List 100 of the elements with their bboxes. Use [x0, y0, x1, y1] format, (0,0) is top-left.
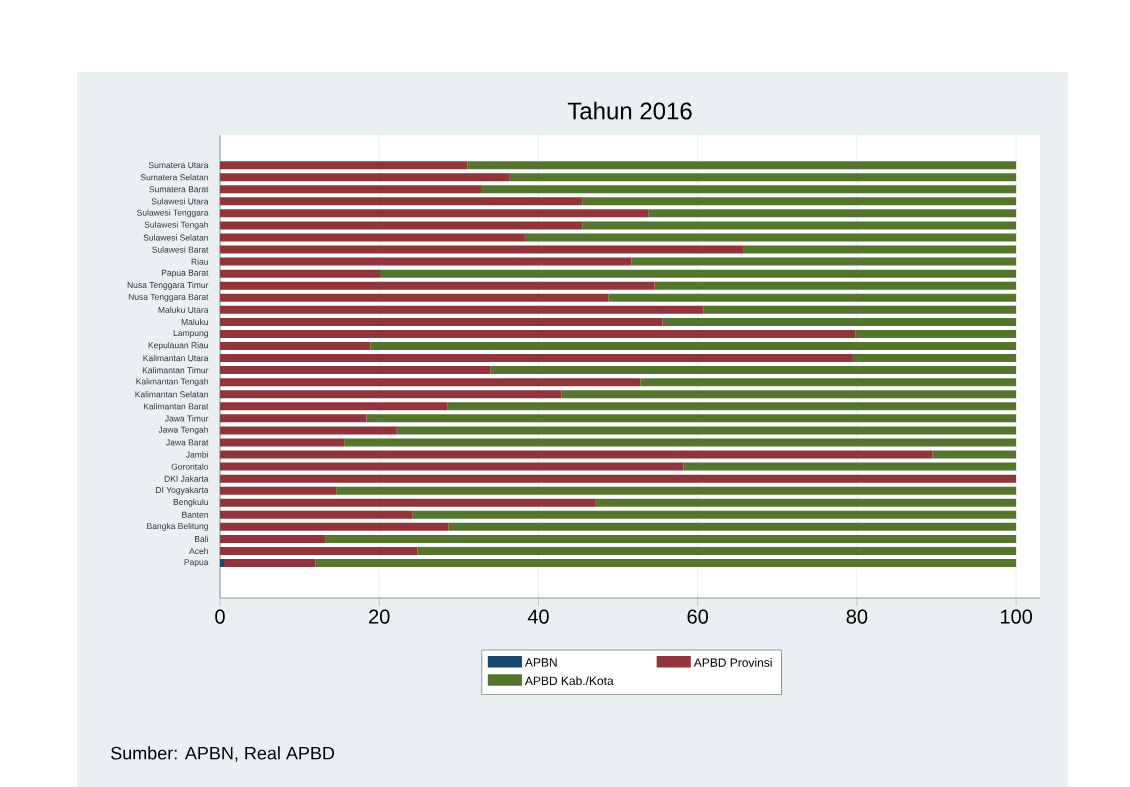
bar — [220, 462, 684, 471]
y-tick-label: Maluku Utara — [158, 306, 209, 313]
bar — [220, 450, 933, 459]
bar — [855, 329, 1017, 338]
legend-label: APBD Provinsi — [693, 658, 772, 667]
bar — [417, 546, 1017, 555]
bar — [220, 438, 345, 447]
bar — [220, 185, 482, 194]
bar — [220, 329, 856, 338]
bar — [582, 197, 1017, 206]
y-tick-label: Jawa Barat — [166, 439, 209, 446]
x-tick-label: 0 — [215, 609, 225, 624]
chart-title: Tahun 2016 — [567, 101, 692, 120]
bar — [448, 522, 1017, 531]
bar — [220, 354, 853, 363]
bar — [220, 498, 596, 507]
bar — [220, 257, 632, 266]
bar — [366, 414, 1017, 423]
bar — [220, 474, 1017, 483]
bar — [631, 257, 1017, 266]
y-tick-label: Sulawesi Tengah — [144, 221, 208, 230]
bar — [380, 269, 1017, 278]
legend-label: APBD Kab./Kota — [524, 676, 614, 686]
bar — [743, 245, 1017, 254]
bar — [220, 426, 397, 435]
bar — [220, 317, 663, 326]
bar — [481, 185, 1017, 194]
bar — [344, 438, 1017, 447]
y-tick-label: DKI Jakarta — [164, 475, 209, 482]
y-tick-label: Maluku — [181, 318, 208, 325]
bar — [220, 342, 371, 350]
y-tick-label: Sumatera Utara — [148, 162, 209, 169]
y-tick-label: Sulawesi Utara — [151, 198, 209, 205]
bar — [220, 293, 609, 302]
y-tick-label: Kalimantan Utara — [143, 354, 209, 362]
x-tick-label: 20 — [369, 609, 390, 624]
bar — [220, 366, 491, 375]
x-tick-label: 60 — [687, 609, 709, 624]
bar — [654, 281, 1017, 290]
bar — [220, 546, 418, 555]
y-tick-label: Sulawesi Barat — [152, 246, 209, 253]
x-tick-label: 100 — [1000, 609, 1033, 624]
x-tick-label: 40 — [527, 609, 549, 624]
y-tick-label: Kalimantan Timur — [142, 366, 209, 374]
bar — [220, 281, 655, 290]
x-tick-label: 80 — [846, 609, 868, 624]
bar — [640, 378, 1017, 387]
bar — [220, 245, 744, 254]
y-tick-label: Kalimantan Tengah — [136, 378, 208, 387]
bar — [683, 462, 1017, 471]
y-tick-label: Aceh — [189, 547, 208, 555]
y-tick-label: Nusa Tenggara Barat — [128, 293, 209, 302]
text: Sumber: APBN, Real APBD — [111, 746, 335, 762]
bar — [220, 414, 367, 423]
bar — [582, 221, 1017, 230]
y-tick-label: Riau — [191, 258, 208, 265]
y-tick-label: Sumatera Selatan — [140, 174, 208, 181]
bar — [396, 426, 1017, 435]
bar — [220, 221, 583, 230]
bar — [561, 390, 1017, 399]
y-tick-label: Bangka Belitung — [147, 522, 208, 531]
bar — [220, 522, 449, 531]
bar — [370, 342, 1017, 350]
bar — [662, 317, 1017, 326]
bar — [608, 293, 1017, 302]
bar — [220, 486, 337, 495]
bar — [220, 269, 381, 278]
y-tick-label: Bengkulu — [173, 498, 208, 507]
bar — [220, 534, 326, 543]
y-tick-label: Sulawesi Tenggara — [137, 209, 209, 218]
y-tick-label: Gorontalo — [171, 463, 209, 470]
bar — [220, 209, 649, 218]
bar — [852, 354, 1017, 363]
y-tick-label: Bali — [194, 535, 208, 543]
y-tick-label: Jambi — [185, 451, 208, 458]
bar — [223, 559, 316, 568]
y-tick-label: Nusa Tenggara Timur — [127, 281, 209, 290]
bar — [595, 498, 1017, 507]
y-tick-label: Banten — [182, 511, 208, 518]
bar — [325, 534, 1017, 543]
bar — [412, 510, 1017, 519]
y-tick-label: Lampung — [173, 330, 208, 338]
y-tick-label: Papua Barat — [161, 269, 209, 278]
y-tick-label: DI Yogyakarta — [156, 486, 209, 495]
bar — [467, 161, 1017, 170]
bar — [220, 161, 468, 170]
bar — [315, 559, 1017, 568]
bar — [220, 197, 583, 206]
bar — [447, 402, 1017, 411]
bar — [220, 305, 704, 314]
bar — [648, 209, 1017, 218]
y-tick-label: Jawa Timur — [164, 415, 209, 422]
bar — [703, 305, 1017, 314]
bar — [336, 486, 1017, 495]
bar — [490, 366, 1017, 375]
y-tick-label: Sulawesi Selatan — [143, 234, 208, 241]
bar — [220, 173, 510, 182]
y-tick-label: Sumatera Barat — [149, 186, 209, 193]
legend-label: APBN — [524, 658, 557, 667]
bar — [220, 402, 448, 411]
